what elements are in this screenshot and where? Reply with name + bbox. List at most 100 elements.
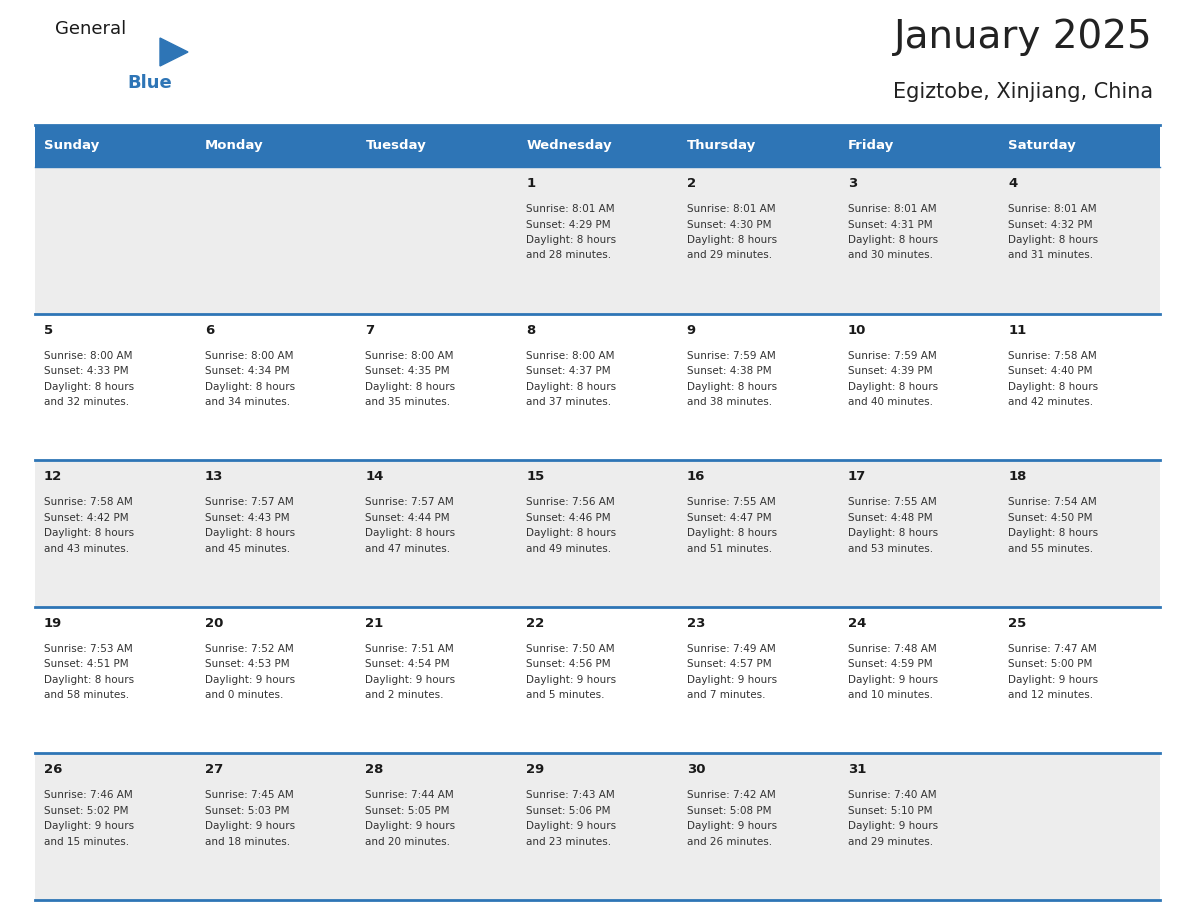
Text: 11: 11 (1009, 324, 1026, 337)
Text: Daylight: 9 hours: Daylight: 9 hours (847, 822, 937, 832)
Text: Sunset: 4:43 PM: Sunset: 4:43 PM (204, 512, 290, 522)
Bar (999, 607, 1159, 754)
Text: Sunset: 4:51 PM: Sunset: 4:51 PM (44, 659, 128, 669)
Text: Friday: Friday (847, 140, 893, 152)
Text: 14: 14 (366, 470, 384, 483)
Text: Daylight: 8 hours: Daylight: 8 hours (366, 528, 455, 538)
Bar (517, 167, 678, 314)
Text: and 49 minutes.: and 49 minutes. (526, 543, 612, 554)
Text: Sunrise: 7:40 AM: Sunrise: 7:40 AM (847, 790, 936, 800)
Text: 15: 15 (526, 470, 544, 483)
Text: 17: 17 (847, 470, 866, 483)
Text: Sunset: 4:29 PM: Sunset: 4:29 PM (526, 219, 611, 230)
Text: Sunrise: 7:57 AM: Sunrise: 7:57 AM (366, 498, 454, 508)
Bar (34, 460, 196, 607)
Bar (999, 754, 1159, 900)
Text: Sunset: 5:08 PM: Sunset: 5:08 PM (687, 806, 771, 816)
Bar (356, 314, 517, 460)
Text: and 37 minutes.: and 37 minutes. (526, 397, 612, 407)
Bar (517, 607, 678, 754)
Text: Daylight: 8 hours: Daylight: 8 hours (526, 382, 617, 392)
Text: Sunrise: 7:47 AM: Sunrise: 7:47 AM (1009, 644, 1097, 654)
Text: 4: 4 (1009, 177, 1018, 190)
Text: and 20 minutes.: and 20 minutes. (366, 837, 450, 847)
Text: 20: 20 (204, 617, 223, 630)
Bar (196, 460, 356, 607)
Text: Sunset: 5:02 PM: Sunset: 5:02 PM (44, 806, 128, 816)
Text: Sunrise: 7:58 AM: Sunrise: 7:58 AM (1009, 351, 1097, 361)
Text: Sunset: 4:32 PM: Sunset: 4:32 PM (1009, 219, 1093, 230)
Text: Sunset: 4:46 PM: Sunset: 4:46 PM (526, 512, 611, 522)
Text: 5: 5 (44, 324, 53, 337)
Bar (356, 125, 517, 167)
Text: and 28 minutes.: and 28 minutes. (526, 251, 612, 261)
Text: Daylight: 8 hours: Daylight: 8 hours (44, 382, 134, 392)
Text: 29: 29 (526, 764, 544, 777)
Bar (839, 167, 999, 314)
Text: 31: 31 (847, 764, 866, 777)
Text: Sunrise: 7:49 AM: Sunrise: 7:49 AM (687, 644, 776, 654)
Text: Daylight: 9 hours: Daylight: 9 hours (687, 822, 777, 832)
Text: and 45 minutes.: and 45 minutes. (204, 543, 290, 554)
Text: Daylight: 8 hours: Daylight: 8 hours (204, 382, 295, 392)
Bar (999, 460, 1159, 607)
Text: 10: 10 (847, 324, 866, 337)
Bar (517, 314, 678, 460)
Text: Sunday: Sunday (44, 140, 100, 152)
Text: 22: 22 (526, 617, 544, 630)
Bar (34, 167, 196, 314)
Text: General: General (55, 20, 126, 38)
Bar (356, 167, 517, 314)
Text: Sunset: 4:35 PM: Sunset: 4:35 PM (366, 366, 450, 376)
Text: Daylight: 9 hours: Daylight: 9 hours (204, 822, 295, 832)
Text: Sunrise: 7:52 AM: Sunrise: 7:52 AM (204, 644, 293, 654)
Text: Sunrise: 7:51 AM: Sunrise: 7:51 AM (366, 644, 454, 654)
Bar (196, 125, 356, 167)
Text: Monday: Monday (204, 140, 264, 152)
Text: Sunrise: 7:45 AM: Sunrise: 7:45 AM (204, 790, 293, 800)
Polygon shape (160, 38, 188, 66)
Text: 6: 6 (204, 324, 214, 337)
Text: Daylight: 8 hours: Daylight: 8 hours (847, 382, 937, 392)
Text: Sunset: 4:37 PM: Sunset: 4:37 PM (526, 366, 611, 376)
Text: Sunrise: 8:01 AM: Sunrise: 8:01 AM (1009, 204, 1097, 214)
Text: 28: 28 (366, 764, 384, 777)
Text: Sunset: 5:03 PM: Sunset: 5:03 PM (204, 806, 289, 816)
Text: and 55 minutes.: and 55 minutes. (1009, 543, 1093, 554)
Text: Daylight: 8 hours: Daylight: 8 hours (687, 382, 777, 392)
Text: Daylight: 8 hours: Daylight: 8 hours (847, 235, 937, 245)
Text: and 5 minutes.: and 5 minutes. (526, 690, 605, 700)
Text: Sunset: 4:47 PM: Sunset: 4:47 PM (687, 512, 771, 522)
Text: 12: 12 (44, 470, 62, 483)
Text: Sunset: 5:00 PM: Sunset: 5:00 PM (1009, 659, 1093, 669)
Bar (34, 754, 196, 900)
Text: and 23 minutes.: and 23 minutes. (526, 837, 612, 847)
Text: and 30 minutes.: and 30 minutes. (847, 251, 933, 261)
Text: Sunrise: 8:01 AM: Sunrise: 8:01 AM (526, 204, 614, 214)
Text: and 29 minutes.: and 29 minutes. (847, 837, 933, 847)
Text: Daylight: 9 hours: Daylight: 9 hours (204, 675, 295, 685)
Bar (34, 125, 196, 167)
Text: Daylight: 9 hours: Daylight: 9 hours (366, 822, 455, 832)
Text: Sunset: 4:48 PM: Sunset: 4:48 PM (847, 512, 933, 522)
Text: Sunset: 4:44 PM: Sunset: 4:44 PM (366, 512, 450, 522)
Text: Sunset: 4:30 PM: Sunset: 4:30 PM (687, 219, 771, 230)
Bar (999, 314, 1159, 460)
Text: Sunrise: 8:00 AM: Sunrise: 8:00 AM (204, 351, 293, 361)
Text: 9: 9 (687, 324, 696, 337)
Text: and 31 minutes.: and 31 minutes. (1009, 251, 1093, 261)
Text: Daylight: 8 hours: Daylight: 8 hours (44, 675, 134, 685)
Text: Sunrise: 8:01 AM: Sunrise: 8:01 AM (847, 204, 936, 214)
Text: Sunset: 4:42 PM: Sunset: 4:42 PM (44, 512, 128, 522)
Text: and 15 minutes.: and 15 minutes. (44, 837, 129, 847)
Text: Daylight: 8 hours: Daylight: 8 hours (1009, 528, 1099, 538)
Text: Tuesday: Tuesday (366, 140, 426, 152)
Text: Egiztobe, Xinjiang, China: Egiztobe, Xinjiang, China (893, 82, 1154, 102)
Text: and 32 minutes.: and 32 minutes. (44, 397, 129, 407)
Text: Daylight: 9 hours: Daylight: 9 hours (687, 675, 777, 685)
Bar (839, 125, 999, 167)
Text: Sunrise: 7:58 AM: Sunrise: 7:58 AM (44, 498, 133, 508)
Text: Blue: Blue (127, 74, 172, 92)
Bar (196, 167, 356, 314)
Text: Daylight: 9 hours: Daylight: 9 hours (366, 675, 455, 685)
